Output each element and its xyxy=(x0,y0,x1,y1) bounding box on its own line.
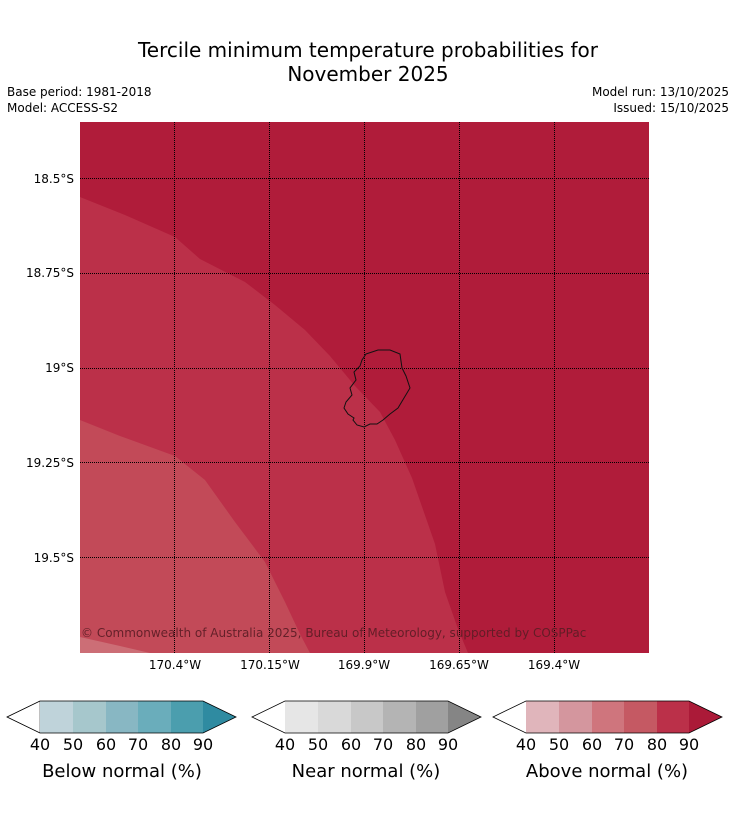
cbar-above-tick-80: 80 xyxy=(646,735,668,754)
colorbar-near-segment-over xyxy=(448,701,481,733)
colorbar-below-segment-80-90 xyxy=(171,701,203,733)
colorbar-near-title: Near normal (%) xyxy=(291,761,441,782)
lon-label-170-4: 170.4°W xyxy=(148,658,202,672)
colorbar-near-outline xyxy=(251,700,482,734)
model-name: Model: ACCESS-S2 xyxy=(7,101,119,115)
colorbar-above-segment-over xyxy=(689,701,722,733)
cbar-above-tick-90: 90 xyxy=(678,735,700,754)
lat-label-19-25: 19.25°S xyxy=(26,456,74,470)
cbar-near-tick-50: 50 xyxy=(307,735,329,754)
cbar-above-tick-60: 60 xyxy=(581,735,603,754)
colorbar-near-segment-60-70 xyxy=(351,701,383,733)
colorbar-below-title: Below normal (%) xyxy=(42,761,202,782)
colorbar-above-segment-50-60 xyxy=(559,701,592,733)
cbar-above-tick-40: 40 xyxy=(515,735,537,754)
cbar-near-tick-80: 80 xyxy=(405,735,427,754)
cbar-near-tick-70: 70 xyxy=(372,735,394,754)
base-period: Base period: 1981-2018 xyxy=(7,85,152,99)
colorbar-near-segment-40-50 xyxy=(285,701,318,733)
colorbar-below-segment-50-60 xyxy=(73,701,106,733)
cbar-near-tick-60: 60 xyxy=(340,735,362,754)
cbar-below-tick-40: 40 xyxy=(29,735,51,754)
colorbar-above-segment-40-50 xyxy=(526,701,559,733)
cbar-below-tick-60: 60 xyxy=(95,735,117,754)
lon-label-169-65: 169.65°W xyxy=(429,658,489,672)
colorbar-below-segment-over xyxy=(203,701,236,733)
colorbar-above-segment-70-80 xyxy=(624,701,657,733)
colorbar-below-normal xyxy=(6,700,237,734)
colorbar-near-normal xyxy=(251,700,482,734)
colorbar-below-segment-60-70 xyxy=(106,701,138,733)
colorbar-above-title: Above normal (%) xyxy=(525,761,689,782)
colorbar-near-segment-70-80 xyxy=(383,701,416,733)
colorbar-near-segment-80-90 xyxy=(416,701,448,733)
lat-label-19: 19°S xyxy=(45,361,74,375)
colorbar-above-segment-80-90 xyxy=(657,701,689,733)
lon-label-170-15: 170.15°W xyxy=(240,658,300,672)
title-line-1: Tercile minimum temperature probabilitie… xyxy=(137,38,599,62)
probability-zone-70 xyxy=(80,420,310,653)
copyright-notice: © Commonwealth of Australia 2025, Bureau… xyxy=(81,626,587,640)
lat-label-18-5: 18.5°S xyxy=(33,172,74,186)
probability-zone-60 xyxy=(80,637,150,653)
cbar-below-tick-50: 50 xyxy=(62,735,84,754)
colorbar-near-segment-50-60 xyxy=(318,701,351,733)
chart-title: Tercile minimum temperature probabilitie… xyxy=(0,38,736,86)
meta-right: Model run: 13/10/2025 Issued: 15/10/2025 xyxy=(592,84,729,116)
title-line-2: November 2025 xyxy=(287,62,449,86)
colorbar-below-outline xyxy=(6,700,237,734)
lat-label-19-5: 19.5°S xyxy=(33,551,74,565)
cbar-below-tick-70: 70 xyxy=(127,735,149,754)
colorbar-above-outline xyxy=(492,700,723,734)
lon-label-169-4: 169.4°W xyxy=(527,658,581,672)
map-panel xyxy=(80,122,649,653)
cbar-below-tick-80: 80 xyxy=(160,735,182,754)
cbar-near-tick-90: 90 xyxy=(437,735,459,754)
cbar-below-tick-90: 90 xyxy=(192,735,214,754)
colorbar-above-segment-under xyxy=(493,701,526,733)
lat-label-18-75: 18.75°S xyxy=(26,266,74,280)
colorbar-below-segment-under xyxy=(6,700,41,734)
colorbar-above-normal xyxy=(492,700,723,734)
meta-left: Base period: 1981-2018 Model: ACCESS-S2 xyxy=(7,84,152,116)
cbar-above-tick-70: 70 xyxy=(613,735,635,754)
cbar-above-tick-50: 50 xyxy=(548,735,570,754)
niue-island-outline xyxy=(343,349,411,428)
colorbar-near-segment-under xyxy=(252,701,285,733)
issued-date: Issued: 15/10/2025 xyxy=(613,101,729,115)
cbar-near-tick-40: 40 xyxy=(274,735,296,754)
colorbar-below-segment-40-50 xyxy=(40,701,73,733)
gridlines xyxy=(80,122,649,653)
map-canvas xyxy=(80,122,649,653)
lon-label-169-9: 169.9°W xyxy=(337,658,391,672)
colorbar-above-segment-60-70 xyxy=(592,701,624,733)
model-run: Model run: 13/10/2025 xyxy=(591,85,729,99)
colorbar-below-segment-70-80 xyxy=(138,701,171,733)
